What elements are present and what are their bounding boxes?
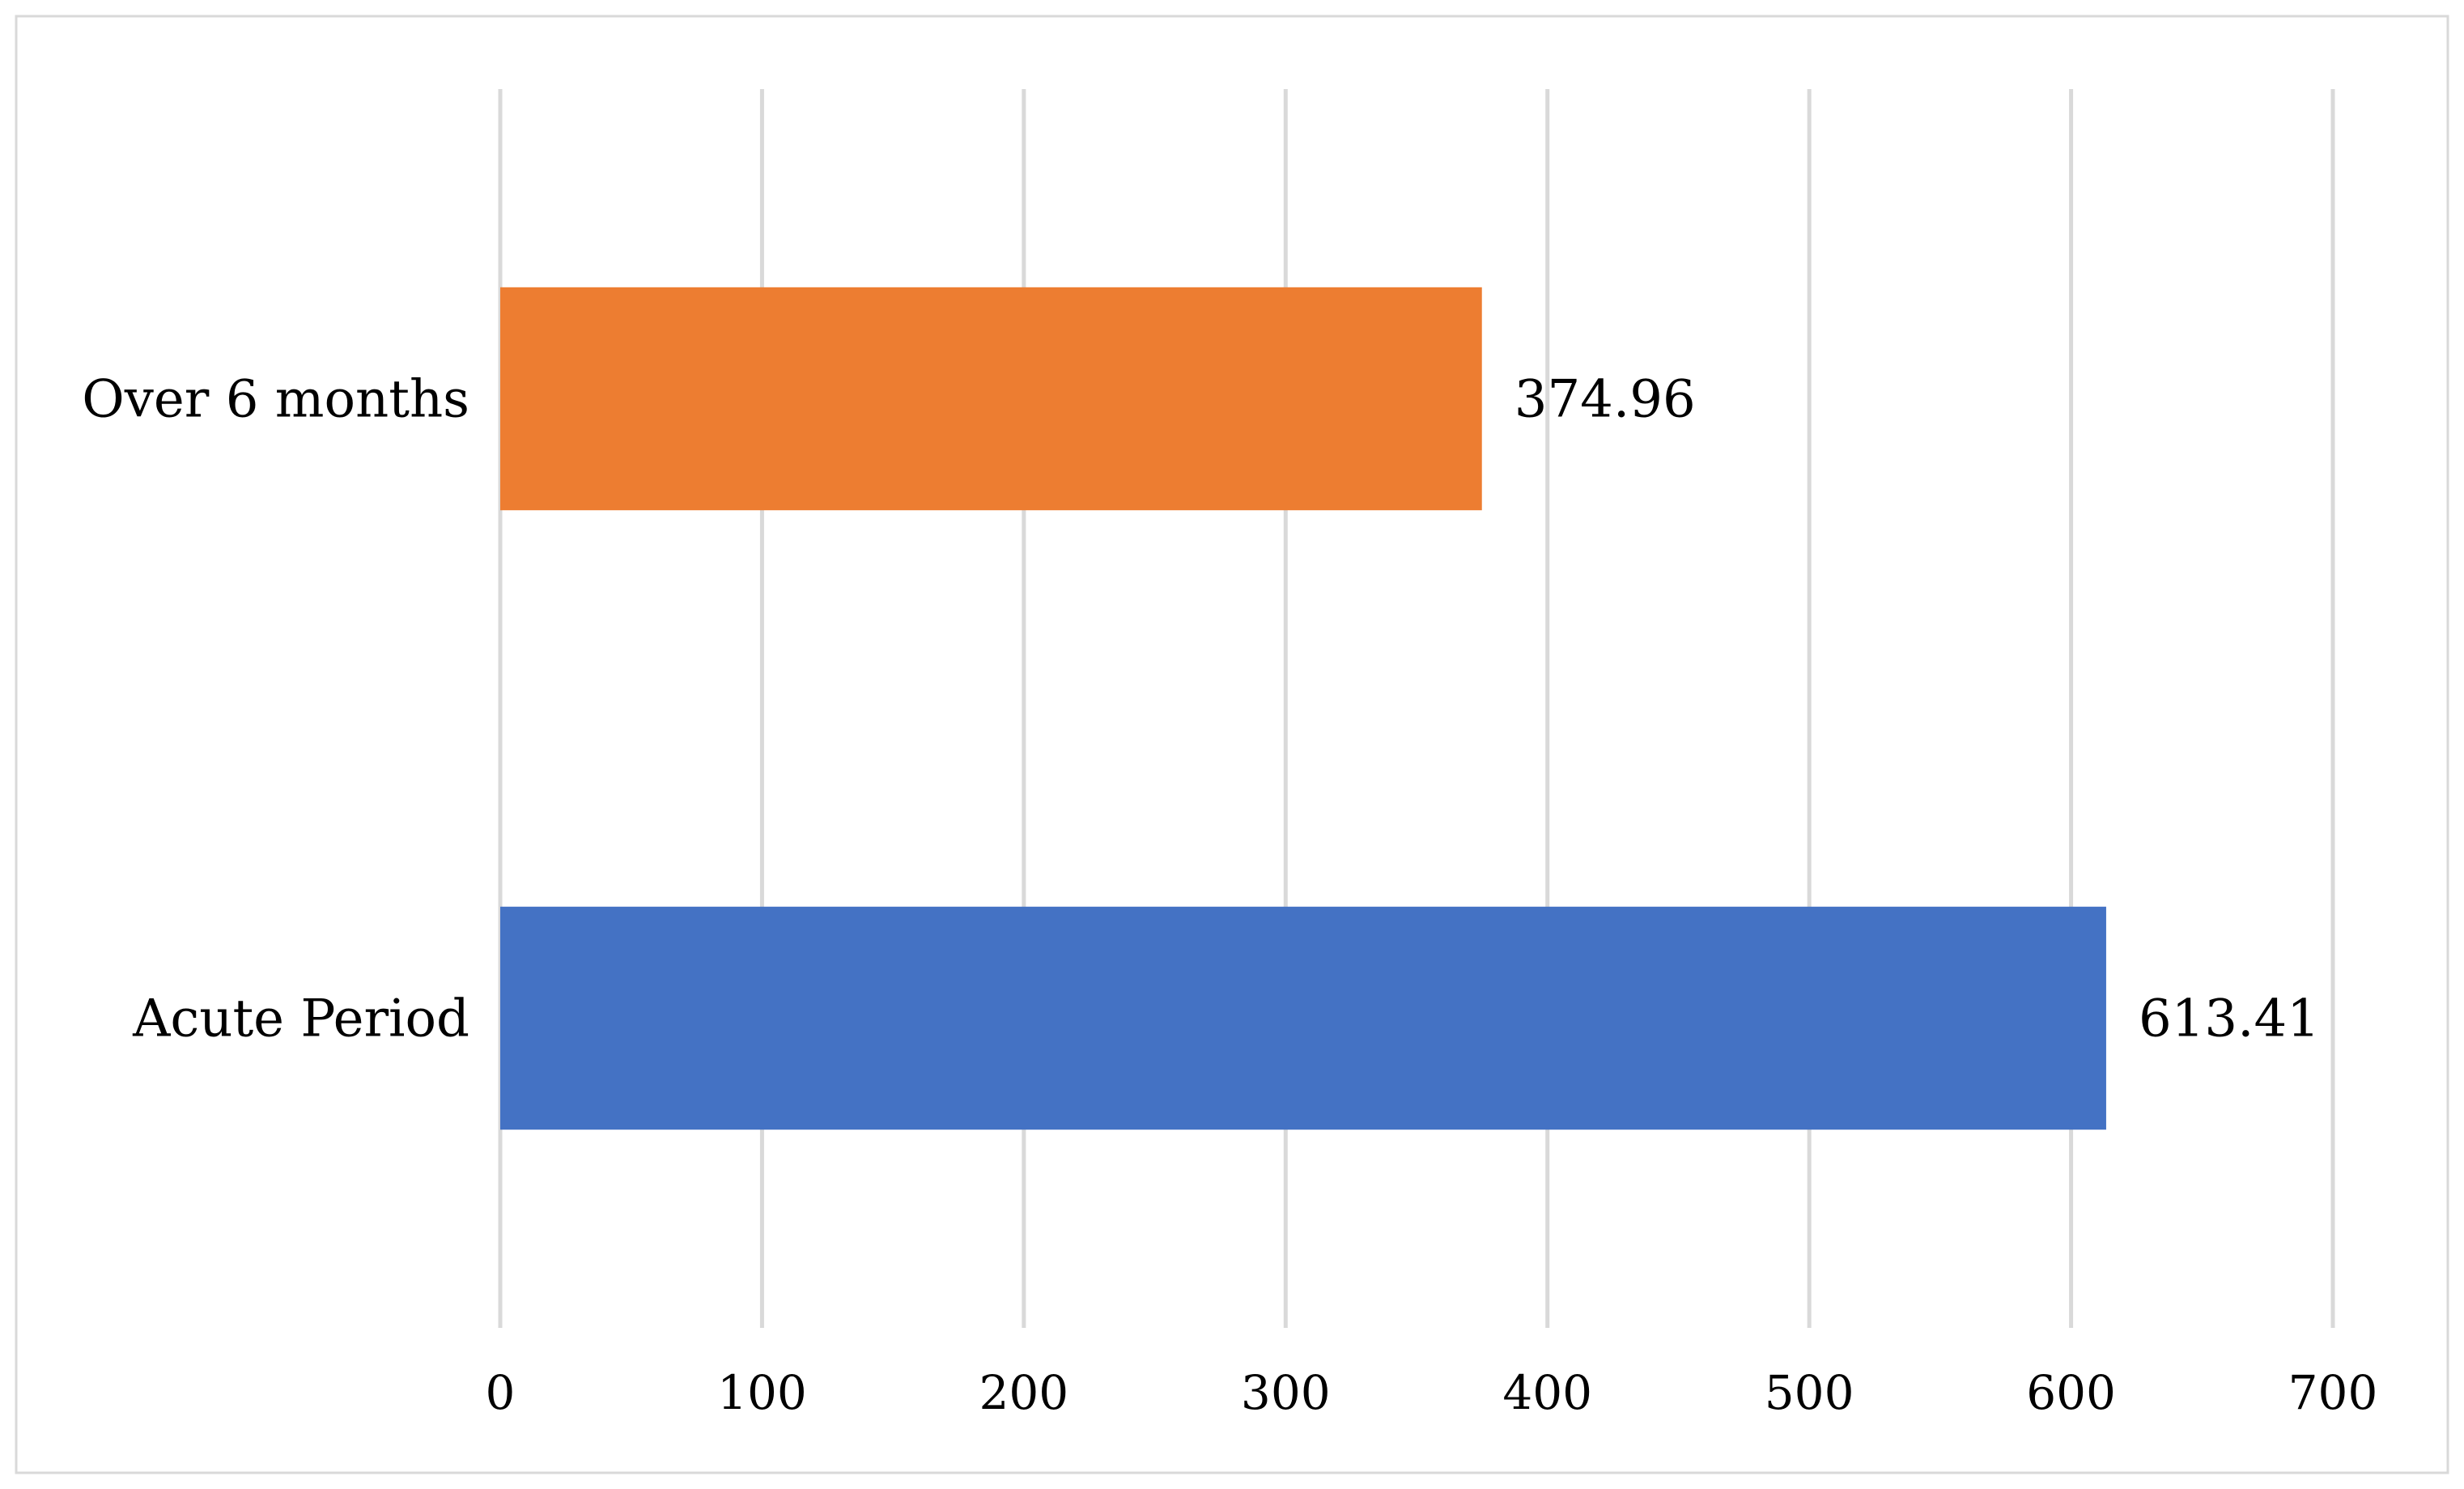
bar-over-6-months [500,287,1482,511]
chart-frame [15,15,2449,1474]
bars [500,287,2106,1130]
bar-acute-period [500,906,2106,1130]
data-label-over-6-months: 374.96 [1515,370,1696,430]
x-tick-label-200: 200 [979,1365,1068,1420]
data-labels: 374.96 613.41 [1515,370,2320,1049]
category-labels: Over 6 months Acute Period [82,370,469,1049]
category-label-over-6-months: Over 6 months [82,370,469,430]
category-label-acute-period: Acute Period [132,989,469,1049]
x-tick-label-400: 400 [1502,1365,1592,1420]
x-tick-label-500: 500 [1765,1365,1854,1420]
x-tick-label-700: 700 [2288,1365,2378,1420]
data-label-acute-period: 613.41 [2139,989,2320,1049]
x-tick-label-600: 600 [2026,1365,2116,1420]
x-tick-label-100: 100 [717,1365,807,1420]
x-tick-label-300: 300 [1241,1365,1331,1420]
x-tick-label-0: 0 [486,1365,516,1420]
x-axis-tick-labels: 0 100 200 300 400 500 600 700 [486,1365,2378,1420]
